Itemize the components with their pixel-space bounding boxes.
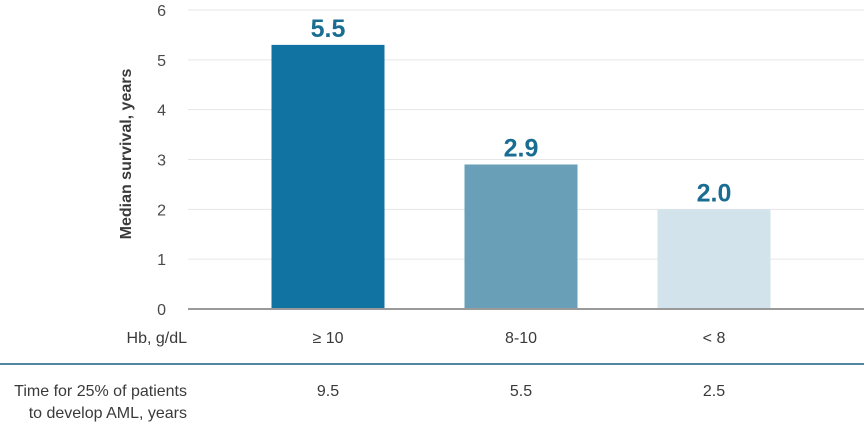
table-row-value: 2.5	[703, 383, 725, 400]
table-row-label-line1: Time for 25% of patients	[14, 383, 187, 400]
table-row-value: 9.5	[317, 383, 339, 400]
bars	[271, 44, 771, 310]
bar	[464, 164, 578, 309]
category-label: 8-10	[505, 330, 537, 347]
table-row-value: 5.5	[510, 383, 532, 400]
y-tick-label: 3	[157, 153, 166, 170]
y-tick-label: 1	[157, 252, 166, 269]
category-row-label: Hb, g/dL	[127, 330, 188, 347]
table-row-values: 9.5 5.5 2.5	[317, 383, 725, 400]
y-axis-ticks: 0 1 2 3 4 5 6	[157, 3, 166, 319]
y-tick-label: 4	[157, 103, 166, 120]
bar	[271, 44, 385, 310]
data-label: 5.5	[311, 15, 346, 43]
category-label: ≥ 10	[312, 330, 343, 347]
y-axis-label: Median survival, years	[118, 69, 135, 240]
y-tick-label: 6	[157, 3, 166, 20]
category-label: < 8	[703, 330, 726, 347]
y-tick-label: 0	[157, 302, 166, 319]
data-labels: 5.5 2.9 2.0	[311, 15, 732, 207]
y-tick-label: 2	[157, 202, 166, 219]
bar	[657, 209, 771, 309]
data-label: 2.9	[504, 134, 539, 162]
data-label: 2.0	[697, 179, 732, 207]
y-tick-label: 5	[157, 53, 166, 70]
category-labels: ≥ 10 8-10 < 8	[312, 330, 725, 347]
table-row-label-line2: to develop AML, years	[29, 405, 187, 422]
